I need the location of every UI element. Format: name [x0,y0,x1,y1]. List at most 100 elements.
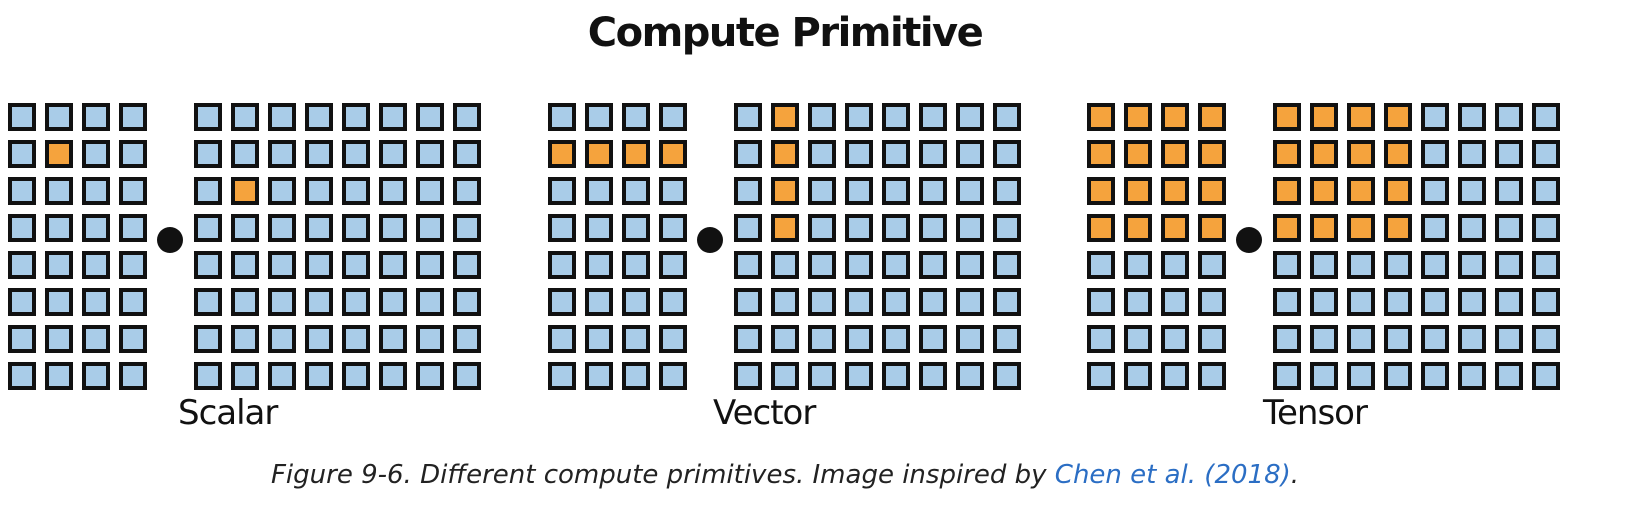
matrix-cell [993,177,1021,205]
matrix-cell [622,251,650,279]
matrix-cell [194,325,222,353]
matrix-cell [82,177,110,205]
matrix-cell [956,177,984,205]
matrix-cell [453,214,481,242]
matrix-cell [956,103,984,131]
highlighted-cell [1384,140,1412,168]
matrix-cell [845,214,873,242]
matrix-cell [1421,362,1449,390]
matrix-cell [771,325,799,353]
matrix-cell [1421,325,1449,353]
highlighted-cell [1087,177,1115,205]
matrix-cell [268,362,296,390]
matrix-cell [268,325,296,353]
matrix-cell [882,177,910,205]
matrix-cell [305,103,333,131]
matrix-cell [808,251,836,279]
matrix-cell [416,103,444,131]
dot-product-icon [1236,227,1262,253]
matrix-cell [919,288,947,316]
matrix-cell [734,177,762,205]
highlighted-cell [622,140,650,168]
matrix-cell [231,214,259,242]
matrix-cell [305,251,333,279]
highlighted-cell [1310,140,1338,168]
matrix-cell [1421,177,1449,205]
matrix-cell [379,103,407,131]
matrix-cell [119,251,147,279]
matrix-cell [231,288,259,316]
matrix-cell [45,214,73,242]
matrix-cell [379,177,407,205]
matrix-cell [585,325,613,353]
highlighted-cell [1273,177,1301,205]
matrix-cell [1458,325,1486,353]
matrix-cell [734,362,762,390]
matrix-cell [1384,288,1412,316]
matrix-cell [1421,251,1449,279]
matrix-cell [1124,288,1152,316]
highlighted-cell [1198,214,1226,242]
highlighted-cell [1310,177,1338,205]
matrix-cell [1273,288,1301,316]
matrix-cell [231,251,259,279]
matrix-cell [305,325,333,353]
citation-link[interactable]: Chen et al. (2018) [1054,460,1291,490]
matrix-cell [882,288,910,316]
matrix-cell [659,325,687,353]
matrix-cell [845,140,873,168]
matrix-cell [8,103,36,131]
matrix-cell [956,214,984,242]
matrix-cell [82,288,110,316]
matrix-cell [342,177,370,205]
matrix-cell [1124,325,1152,353]
matrix-cell [808,362,836,390]
highlighted-cell [1087,103,1115,131]
matrix-cell [379,325,407,353]
matrix-cell [659,214,687,242]
matrix-cell [1161,251,1189,279]
matrix-cell [1495,177,1523,205]
matrix-cell [45,103,73,131]
matrix-cell [1421,214,1449,242]
matrix-cell [8,325,36,353]
highlighted-cell [771,103,799,131]
matrix-cell [342,251,370,279]
matrix-cell [734,325,762,353]
matrix-cell [956,362,984,390]
highlighted-cell [1124,214,1152,242]
matrix-cell [919,214,947,242]
matrix-cell [268,177,296,205]
highlighted-cell [1198,177,1226,205]
matrix-cell [1198,251,1226,279]
matrix-cell [305,362,333,390]
matrix-cell [956,288,984,316]
matrix-cell [956,325,984,353]
matrix-cell [268,214,296,242]
matrix-cell [1495,103,1523,131]
matrix-cell [1198,325,1226,353]
matrix-cell [453,177,481,205]
matrix-cell [194,103,222,131]
tensor-left-matrix [1087,103,1226,390]
matrix-cell [1161,362,1189,390]
matrix-cell [1532,251,1560,279]
highlighted-cell [1161,140,1189,168]
matrix-cell [194,214,222,242]
highlighted-cell [1347,140,1375,168]
matrix-cell [993,103,1021,131]
matrix-cell [119,103,147,131]
vector-label: Vector [713,393,816,433]
matrix-cell [993,362,1021,390]
matrix-cell [1458,288,1486,316]
matrix-cell [8,140,36,168]
matrix-cell [882,103,910,131]
matrix-cell [585,177,613,205]
vector-right-matrix [734,103,1021,390]
matrix-cell [416,214,444,242]
highlighted-cell [771,177,799,205]
matrix-cell [8,177,36,205]
matrix-cell [548,214,576,242]
matrix-cell [379,251,407,279]
highlighted-cell [1384,214,1412,242]
